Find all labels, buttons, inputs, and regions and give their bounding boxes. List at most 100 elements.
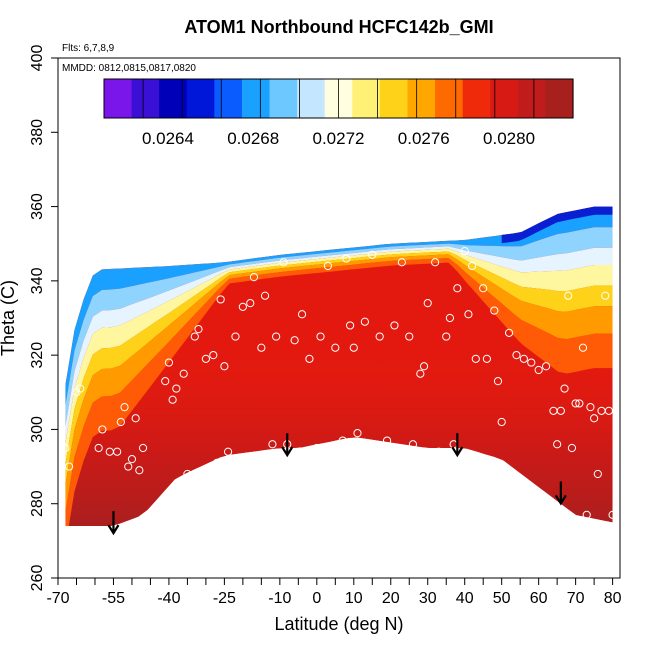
observation-point	[608, 510, 617, 519]
observation-point	[541, 362, 551, 371]
observation-point	[345, 321, 355, 330]
observation-point	[460, 247, 469, 256]
observation-point	[127, 455, 137, 464]
y-axis: 260 280 300 320 340 360 380 400	[29, 45, 58, 592]
observation-point	[434, 447, 443, 456]
observation-point	[120, 403, 129, 412]
observation-point	[590, 414, 599, 423]
observation-point	[342, 254, 351, 263]
colorbar-segment	[159, 79, 188, 118]
colorbar-segment	[352, 79, 381, 118]
observation-point	[567, 443, 577, 453]
colorbar-segment	[297, 79, 326, 118]
colorbar-tick-label: 0.0268	[227, 129, 279, 148]
observation-point	[375, 332, 384, 341]
observation-point	[260, 291, 270, 300]
arrow-marker-head	[554, 494, 567, 506]
x-tick-label: -70	[46, 590, 69, 607]
observation-point	[172, 384, 181, 393]
x-tick-label: 50	[493, 590, 511, 607]
observation-point	[382, 436, 392, 445]
arrow-marker-head	[281, 446, 294, 458]
arrow-markers	[107, 433, 567, 536]
observation-point	[431, 258, 440, 267]
field-edge-band	[65, 246, 613, 444]
observation-point	[416, 369, 425, 378]
y-tick-label: 320	[29, 342, 46, 369]
colorbar-segment	[269, 79, 298, 118]
y-tick-label: 400	[29, 45, 46, 72]
colorbar-segment	[104, 79, 133, 118]
observation-point	[61, 443, 70, 453]
x-tick-label: -40	[157, 590, 180, 607]
observation-point	[527, 358, 536, 367]
observation-point	[353, 429, 362, 438]
observation-point	[279, 258, 288, 267]
colorbar-tick-label: 0.0264	[142, 129, 194, 148]
y-tick-label: 260	[29, 565, 46, 592]
observation-point	[604, 406, 614, 415]
observation-point	[223, 447, 233, 456]
observation-point	[490, 306, 499, 315]
observation-point	[290, 336, 299, 345]
colorbar-segment	[462, 79, 491, 118]
observation-point	[212, 458, 222, 467]
observation-point	[601, 291, 610, 300]
observation-point	[534, 365, 543, 375]
observation-point	[220, 362, 229, 371]
dates-annotation: MMDD: 0812,0815,0817,0820	[62, 63, 196, 74]
observation-point	[453, 284, 462, 293]
colorbar-tick-label: 0.0276	[398, 129, 450, 148]
heatmap-field	[65, 206, 613, 526]
arrow-marker-head	[451, 446, 464, 458]
observation-point	[368, 250, 377, 259]
arrow-marker-head	[107, 524, 120, 536]
field-north-top-band	[501, 206, 613, 244]
observation-points	[61, 247, 617, 523]
observation-point	[76, 384, 85, 393]
observation-point	[405, 332, 414, 341]
colorbar: 0.0264 0.0268 0.0272 0.0276 0.0280	[103, 78, 574, 148]
observation-point	[138, 443, 148, 453]
observation-point	[349, 343, 358, 352]
field-edge-band	[65, 227, 613, 427]
observation-point	[131, 414, 140, 423]
observation-point	[586, 403, 595, 412]
y-tick-label: 380	[29, 119, 46, 146]
observation-point	[464, 310, 473, 319]
colorbar-segment	[241, 79, 271, 118]
colorbar-segment	[379, 79, 409, 118]
flights-annotation: Flts: 6,7,8,9	[62, 43, 115, 54]
observation-point	[249, 273, 259, 282]
y-tick-label: 280	[29, 490, 46, 517]
y-axis-label: Theta (C)	[0, 280, 18, 356]
observation-point	[338, 436, 347, 445]
observation-point	[113, 447, 122, 456]
observation-point	[482, 354, 491, 363]
x-tick-label: 40	[456, 590, 474, 607]
observation-point	[519, 354, 528, 363]
colorbar-segment	[186, 79, 215, 118]
colorbar-segment	[517, 79, 547, 118]
observation-point	[209, 351, 218, 360]
colorbar-segment	[435, 79, 464, 118]
observation-point	[593, 469, 602, 479]
observation-point	[390, 321, 399, 330]
x-axis-label: Latitude (deg N)	[274, 614, 403, 634]
observation-point	[268, 440, 277, 449]
x-tick-label: 60	[530, 590, 548, 607]
x-axis: -70 -55 -40 -25 -10 0 10 20 30 40 50 60 70 80	[46, 578, 622, 607]
observation-point	[397, 258, 406, 267]
plot-frame	[57, 57, 621, 579]
observation-point	[98, 425, 107, 434]
observation-point	[316, 332, 325, 341]
observation-point	[419, 362, 429, 371]
observation-point	[116, 417, 125, 427]
observation-point	[512, 351, 521, 360]
observation-point	[201, 354, 210, 363]
observation-point	[408, 440, 418, 449]
y-tick-label: 300	[29, 416, 46, 443]
y-tick-label: 340	[29, 267, 46, 294]
observation-point	[471, 354, 480, 363]
